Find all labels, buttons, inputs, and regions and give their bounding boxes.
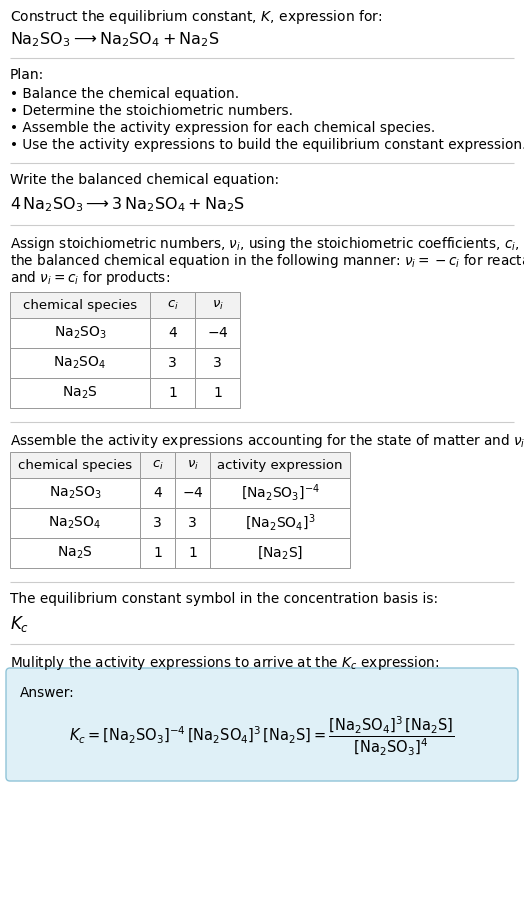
Text: chemical species: chemical species (23, 298, 137, 311)
Bar (195, 378, 240, 408)
Text: Write the balanced chemical equation:: Write the balanced chemical equation: (10, 173, 279, 187)
Bar (150, 348, 195, 378)
Bar (140, 508, 175, 538)
Bar (150, 292, 195, 318)
Text: $\mathrm{Na_2SO_4}$: $\mathrm{Na_2SO_4}$ (53, 355, 106, 371)
Text: $\mathrm{Na_2S}$: $\mathrm{Na_2S}$ (57, 545, 93, 561)
Text: Assign stoichiometric numbers, $\nu_i$, using the stoichiometric coefficients, $: Assign stoichiometric numbers, $\nu_i$, … (10, 235, 524, 253)
Text: 3: 3 (188, 516, 197, 530)
Text: $4\,\mathrm{Na_2SO_3} \longrightarrow 3\,\mathrm{Na_2SO_4} + \mathrm{Na_2S}$: $4\,\mathrm{Na_2SO_3} \longrightarrow 3\… (10, 195, 245, 214)
Text: $c_i$: $c_i$ (167, 298, 178, 312)
Text: • Determine the stoichiometric numbers.: • Determine the stoichiometric numbers. (10, 104, 293, 118)
Bar (10, 478, 140, 508)
Text: $c_i$: $c_i$ (151, 458, 163, 472)
Text: $K_c$: $K_c$ (10, 614, 29, 634)
Text: 3: 3 (153, 516, 162, 530)
FancyBboxPatch shape (6, 668, 518, 781)
Text: 4: 4 (168, 326, 177, 340)
Text: $[\mathrm{Na_2SO_4}]^3$: $[\mathrm{Na_2SO_4}]^3$ (245, 512, 315, 533)
Bar (10, 378, 150, 408)
Text: chemical species: chemical species (18, 458, 132, 471)
Bar (195, 348, 240, 378)
Text: Construct the equilibrium constant, $K$, expression for:: Construct the equilibrium constant, $K$,… (10, 8, 383, 26)
Bar (195, 292, 240, 318)
Text: activity expression: activity expression (217, 458, 343, 471)
Bar (210, 508, 350, 538)
Text: $\mathrm{Na_2SO_3}$: $\mathrm{Na_2SO_3}$ (53, 325, 106, 342)
Bar (10, 508, 140, 538)
Bar (10, 348, 150, 378)
Bar (10, 452, 140, 478)
Text: • Assemble the activity expression for each chemical species.: • Assemble the activity expression for e… (10, 121, 435, 135)
Text: $[\mathrm{Na_2SO_3}]^{-4}$: $[\mathrm{Na_2SO_3}]^{-4}$ (241, 483, 319, 503)
Text: Answer:: Answer: (20, 686, 75, 700)
Text: $\nu_i$: $\nu_i$ (187, 458, 199, 472)
Text: • Use the activity expressions to build the equilibrium constant expression.: • Use the activity expressions to build … (10, 138, 524, 152)
Bar (140, 452, 175, 478)
Bar (195, 318, 240, 348)
Bar (175, 538, 210, 568)
Text: 1: 1 (168, 386, 177, 400)
Text: 4: 4 (153, 486, 162, 500)
Bar (150, 318, 195, 348)
Bar (210, 538, 350, 568)
Bar (10, 318, 150, 348)
Bar (150, 378, 195, 408)
Bar (210, 452, 350, 478)
Text: 1: 1 (213, 386, 222, 400)
Text: 1: 1 (153, 546, 162, 560)
Text: $\mathrm{Na_2SO_4}$: $\mathrm{Na_2SO_4}$ (49, 515, 102, 531)
Bar (10, 292, 150, 318)
Text: 3: 3 (213, 356, 222, 370)
Text: Mulitply the activity expressions to arrive at the $K_c$ expression:: Mulitply the activity expressions to arr… (10, 654, 440, 672)
Text: $-4$: $-4$ (182, 486, 203, 500)
Text: $\nu_i$: $\nu_i$ (212, 298, 223, 312)
Text: • Balance the chemical equation.: • Balance the chemical equation. (10, 87, 239, 101)
Text: $K_c = [\mathrm{Na_2SO_3}]^{-4}\,[\mathrm{Na_2SO_4}]^3\,[\mathrm{Na_2S}] = \dfra: $K_c = [\mathrm{Na_2SO_3}]^{-4}\,[\mathr… (70, 715, 454, 758)
Text: $\mathrm{Na_2SO_3} \longrightarrow \mathrm{Na_2SO_4} + \mathrm{Na_2S}$: $\mathrm{Na_2SO_3} \longrightarrow \math… (10, 30, 220, 49)
Text: The equilibrium constant symbol in the concentration basis is:: The equilibrium constant symbol in the c… (10, 592, 438, 606)
Text: $-4$: $-4$ (206, 326, 228, 340)
Bar (210, 478, 350, 508)
Bar (175, 508, 210, 538)
Text: $\mathrm{Na_2SO_3}$: $\mathrm{Na_2SO_3}$ (49, 485, 102, 502)
Text: Assemble the activity expressions accounting for the state of matter and $\nu_i$: Assemble the activity expressions accoun… (10, 432, 524, 450)
Bar (140, 538, 175, 568)
Bar (10, 538, 140, 568)
Bar (175, 452, 210, 478)
Text: $\mathrm{Na_2S}$: $\mathrm{Na_2S}$ (62, 385, 98, 401)
Text: 1: 1 (188, 546, 197, 560)
Text: 3: 3 (168, 356, 177, 370)
Bar (140, 478, 175, 508)
Text: the balanced chemical equation in the following manner: $\nu_i = -c_i$ for react: the balanced chemical equation in the fo… (10, 252, 524, 270)
Bar (175, 478, 210, 508)
Text: $[\mathrm{Na_2S}]$: $[\mathrm{Na_2S}]$ (257, 545, 303, 561)
Text: Plan:: Plan: (10, 68, 44, 82)
Text: and $\nu_i = c_i$ for products:: and $\nu_i = c_i$ for products: (10, 269, 170, 287)
